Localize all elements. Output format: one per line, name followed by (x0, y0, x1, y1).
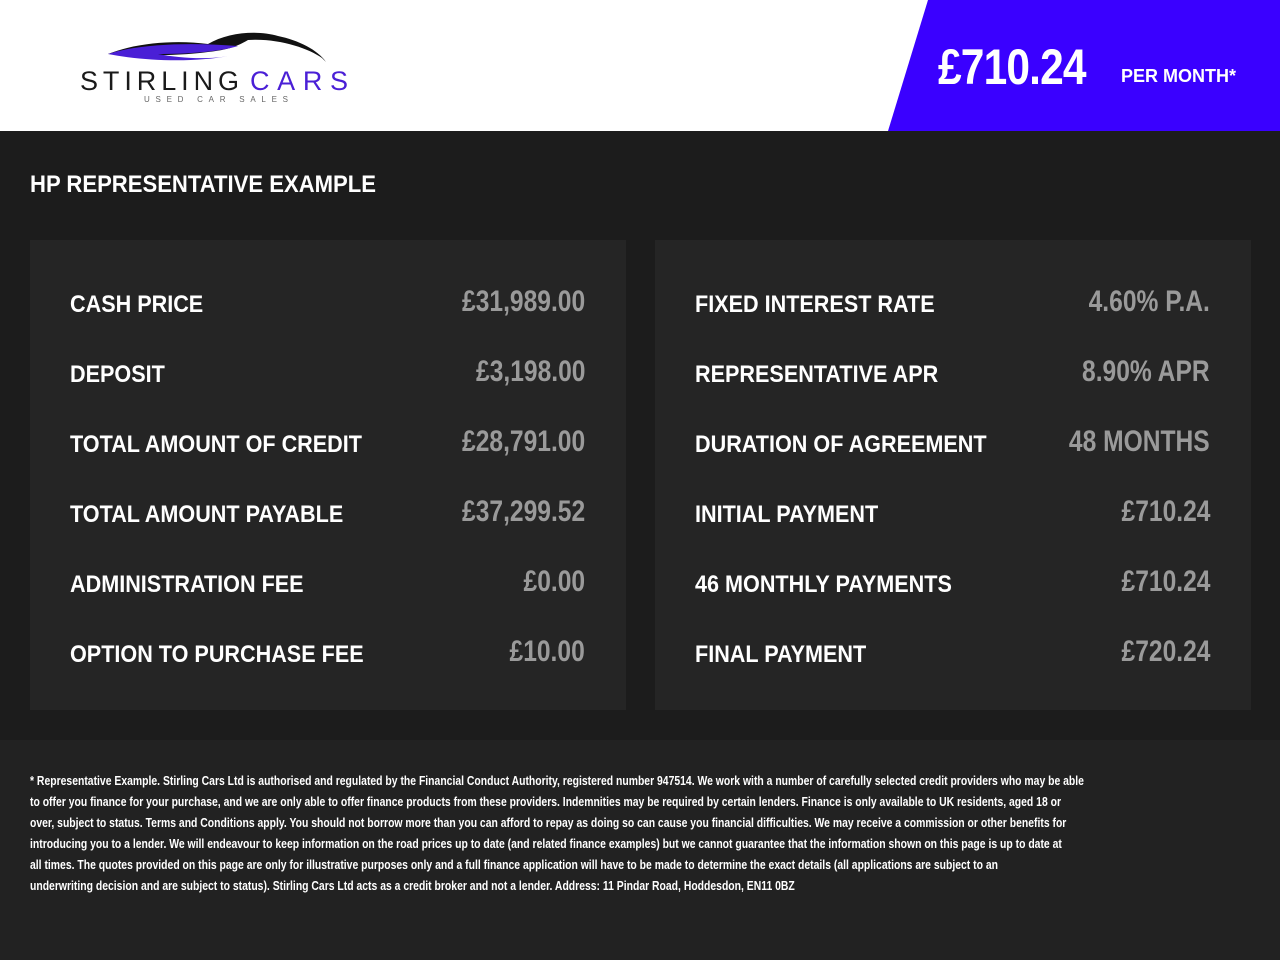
row-option-fee: OPTION TO PURCHASE FEE £10.00 (70, 635, 585, 675)
stirling-cars-logo: STIRLING CARS USED CAR SALES (80, 32, 348, 104)
value: £37,299.52 (461, 495, 585, 528)
row-monthly-payments: 46 MONTHLY PAYMENTS £710.24 (695, 565, 1210, 605)
svg-text:STIRLING: STIRLING (80, 66, 240, 96)
label: FIXED INTEREST RATE (695, 291, 935, 318)
row-initial-payment: INITIAL PAYMENT £710.24 (695, 495, 1210, 535)
label: TOTAL AMOUNT OF CREDIT (70, 431, 362, 458)
header: STIRLING CARS USED CAR SALES £710.24 PER… (0, 0, 1280, 131)
label: TOTAL AMOUNT PAYABLE (70, 501, 344, 528)
value: £31,989.00 (461, 285, 585, 318)
row-duration: DURATION OF AGREEMENT 48 MONTHS (695, 425, 1210, 465)
label: OPTION TO PURCHASE FEE (70, 641, 364, 668)
label: DEPOSIT (70, 361, 165, 388)
label: CASH PRICE (70, 291, 204, 318)
row-deposit: DEPOSIT £3,198.00 (70, 355, 585, 395)
monthly-price-banner (888, 0, 1280, 131)
label: FINAL PAYMENT (695, 641, 867, 668)
disclaimer-line: over, subject to status. Terms and Condi… (30, 815, 1067, 830)
row-total-credit: TOTAL AMOUNT OF CREDIT £28,791.00 (70, 425, 585, 465)
disclaimer-line: * Representative Example. Stirling Cars … (30, 773, 1084, 788)
value: £28,791.00 (461, 425, 585, 458)
value: £720.24 (1121, 635, 1210, 668)
value: 48 MONTHS (1069, 425, 1210, 458)
disclaimer: * Representative Example. Stirling Cars … (30, 770, 1280, 896)
value: 4.60% P.A. (1088, 285, 1210, 318)
label: INITIAL PAYMENT (695, 501, 879, 528)
finance-panel-right: FIXED INTEREST RATE 4.60% P.A. REPRESENTA… (655, 240, 1251, 710)
label: REPRESENTATIVE APR (695, 361, 939, 388)
svg-text:USED CAR SALES: USED CAR SALES (144, 95, 288, 104)
disclaimer-line: introducing you to a lender. We will end… (30, 836, 1062, 851)
value: £710.24 (1121, 495, 1210, 528)
section-title: HP REPRESENTATIVE EXAMPLE (30, 171, 376, 198)
row-apr: REPRESENTATIVE APR 8.90% APR (695, 355, 1210, 395)
value: £710.24 (1121, 565, 1210, 598)
value: £0.00 (523, 565, 585, 598)
disclaimer-line: all times. The quotes provided on this p… (30, 857, 998, 872)
row-cash-price: CASH PRICE £31,989.00 (70, 285, 585, 325)
row-admin-fee: ADMINISTRATION FEE £0.00 (70, 565, 585, 605)
row-final-payment: FINAL PAYMENT £720.24 (695, 635, 1210, 675)
value: £10.00 (509, 635, 585, 668)
disclaimer-line: to offer you finance for your purchase, … (30, 794, 1062, 809)
svg-text:CARS: CARS (250, 66, 348, 96)
row-total-payable: TOTAL AMOUNT PAYABLE £37,299.52 (70, 495, 585, 535)
label: 46 MONTHLY PAYMENTS (695, 571, 952, 598)
footer: * Representative Example. Stirling Cars … (0, 740, 1280, 960)
disclaimer-line: underwriting decision and are subject to… (30, 878, 795, 893)
per-month-label: PER MONTH* (1121, 66, 1237, 86)
monthly-price: £710.24 (938, 39, 1087, 95)
value: £3,198.00 (475, 355, 585, 388)
row-interest-rate: FIXED INTEREST RATE 4.60% P.A. (695, 285, 1210, 325)
label: DURATION OF AGREEMENT (695, 431, 987, 458)
label: ADMINISTRATION FEE (70, 571, 304, 598)
finance-panel-left: CASH PRICE £31,989.00 DEPOSIT £3,198.00 TO… (30, 240, 626, 710)
value: 8.90% APR (1082, 355, 1210, 388)
